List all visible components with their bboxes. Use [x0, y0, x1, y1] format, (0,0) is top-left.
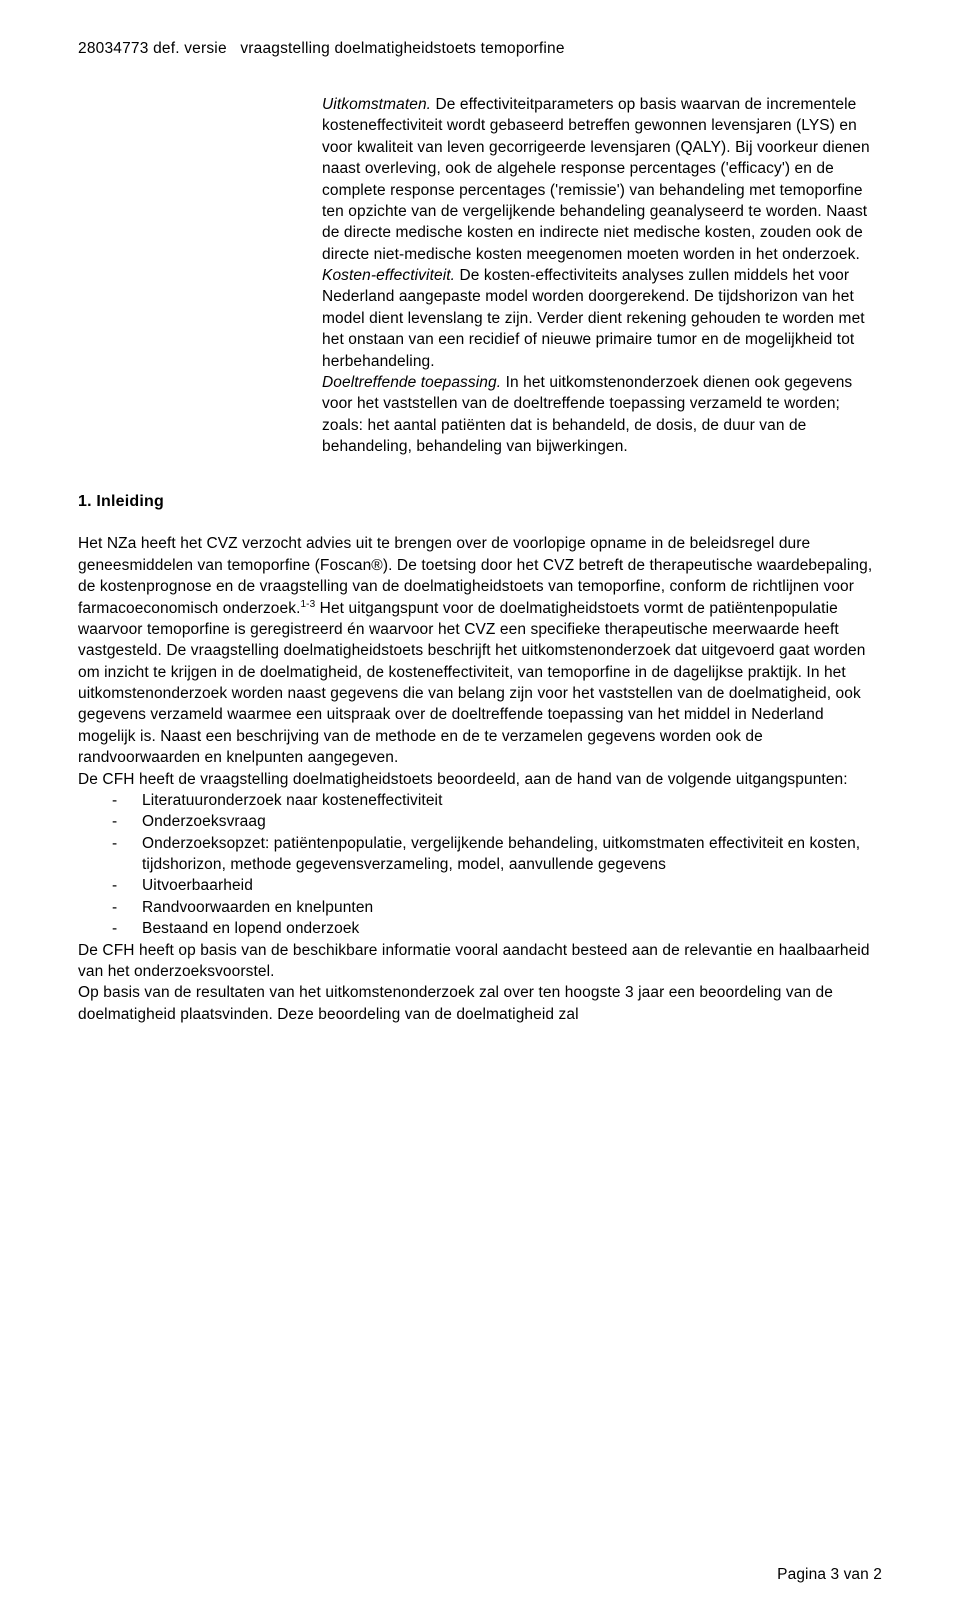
indented-summary-block: Uitkomstmaten. De effectiviteitparameter… — [322, 94, 872, 457]
doeltreffende-toepassing-heading: Doeltreffende toepassing. — [322, 374, 501, 391]
bullet-list: Literatuuronderzoek naar kosteneffectivi… — [112, 790, 882, 940]
body-paragraph-3: De CFH heeft op basis van de beschikbare… — [78, 940, 882, 983]
superscript-ref: 1-3 — [301, 598, 316, 609]
body-paragraph-2: De CFH heeft de vraagstelling doelmatigh… — [78, 769, 882, 790]
list-item: Bestaand en lopend onderzoek — [112, 918, 882, 939]
doeltreffende-toepassing-paragraph: Doeltreffende toepassing. In het uitkoms… — [322, 372, 872, 458]
page-header: 28034773 def. versie vraagstelling doelm… — [78, 40, 882, 58]
section-heading-inleiding: 1. Inleiding — [78, 493, 882, 511]
kosten-effectiviteit-heading: Kosten-effectiviteit. — [322, 267, 455, 284]
list-item: Onderzoeksopzet: patiëntenpopulatie, ver… — [112, 833, 882, 876]
uitkomstmaten-paragraph: Uitkomstmaten. De effectiviteitparameter… — [322, 94, 872, 265]
header-doc-id: 28034773 def. versie — [78, 40, 227, 57]
para1-part-b: Het uitgangspunt voor de doelmatigheidst… — [78, 600, 865, 767]
uitkomstmaten-heading: Uitkomstmaten. — [322, 96, 431, 113]
body-paragraph-4: Op basis van de resultaten van het uitko… — [78, 982, 882, 1025]
body-paragraph-1: Het NZa heeft het CVZ verzocht advies ui… — [78, 533, 882, 768]
uitkomstmaten-body: De effectiviteitparameters op basis waar… — [322, 96, 870, 263]
list-item: Uitvoerbaarheid — [112, 875, 882, 896]
list-item: Onderzoeksvraag — [112, 811, 882, 832]
header-title: vraagstelling doelmatigheidstoets temopo… — [240, 40, 564, 57]
page-footer: Pagina 3 van 2 — [777, 1566, 882, 1584]
list-item: Randvoorwaarden en knelpunten — [112, 897, 882, 918]
kosten-effectiviteit-paragraph: Kosten-effectiviteit. De kosten-effectiv… — [322, 265, 872, 372]
list-item: Literatuuronderzoek naar kosteneffectivi… — [112, 790, 882, 811]
